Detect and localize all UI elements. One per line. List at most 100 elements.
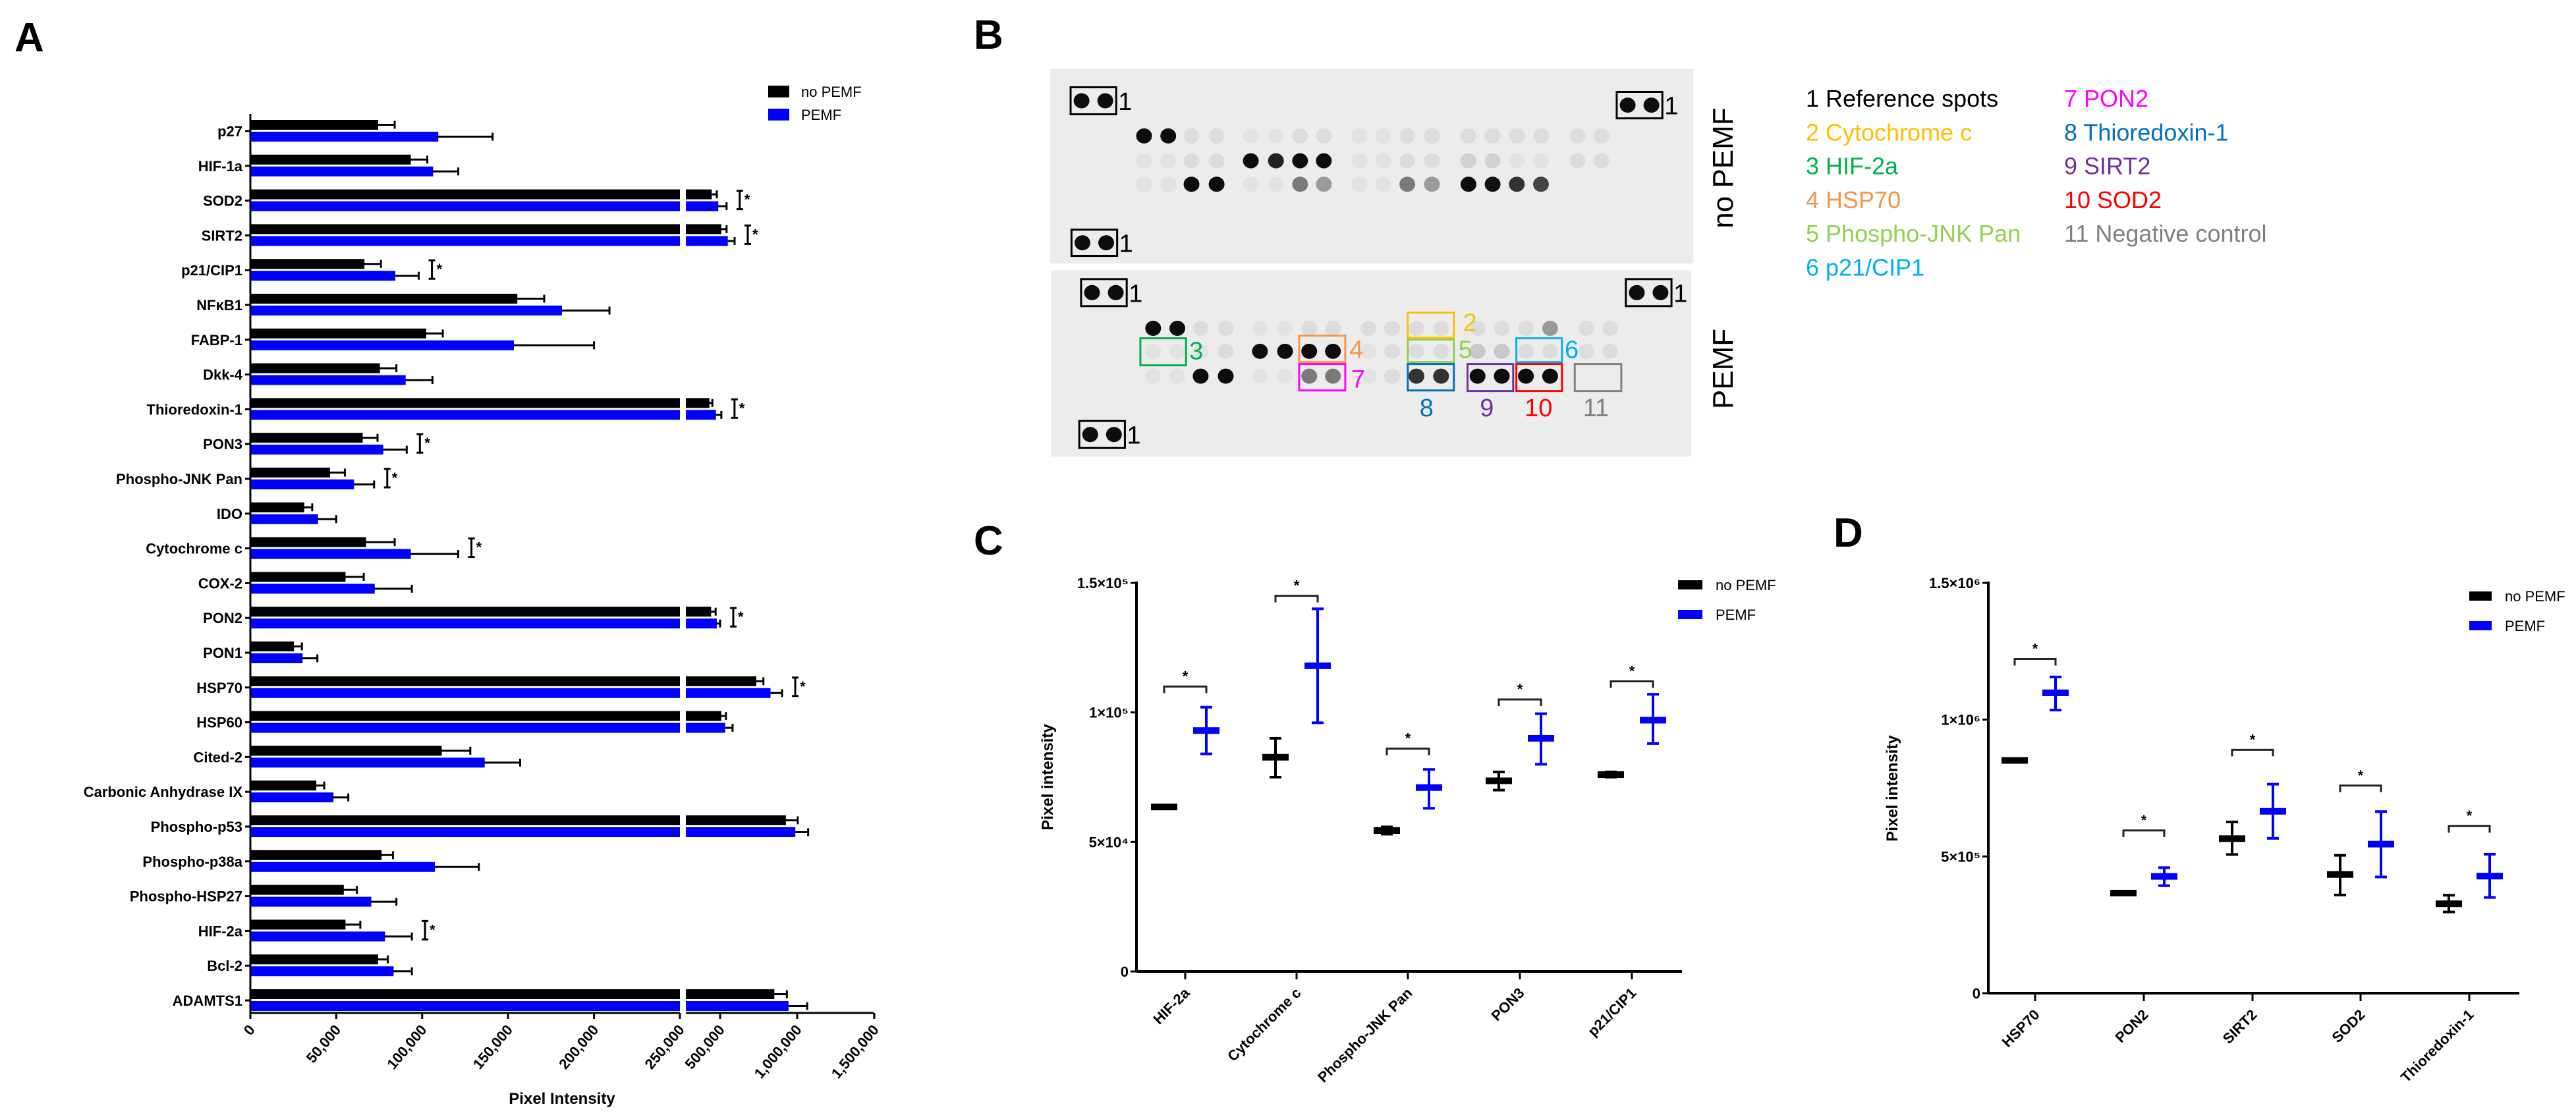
bar-no-pemf-segment-2 <box>686 711 721 721</box>
spot-box-label-8: 8 <box>1420 395 1434 422</box>
significance-bracket <box>744 224 751 245</box>
bar-no-pemf <box>251 120 378 130</box>
spot-box-10 <box>1515 363 1563 393</box>
blot-spot <box>1252 343 1268 359</box>
category-label: HSP60 <box>196 715 242 731</box>
bar-pemf-segment-2 <box>686 618 717 629</box>
bar-no-pemf-segment-1 <box>251 989 680 999</box>
blot-spot <box>1316 153 1332 169</box>
bar-pemf-segment-1 <box>251 410 680 420</box>
bar-pemf <box>251 271 396 281</box>
bar-pemf <box>251 514 318 524</box>
blot-spot <box>1218 320 1234 336</box>
mean-marker-pemf <box>1193 727 1219 734</box>
significance-bracket <box>383 468 391 489</box>
significance-bracket <box>2448 825 2491 833</box>
mean-marker-pemf <box>1528 735 1554 742</box>
significance-bracket <box>1274 595 1319 603</box>
bar-no-pemf-segment-2 <box>686 189 712 200</box>
blot-spot <box>1136 153 1152 169</box>
blot-spot <box>1569 153 1586 169</box>
bar-no-pemf <box>251 572 346 582</box>
blot-spot <box>1218 343 1234 359</box>
spot-box-4 <box>1298 335 1347 364</box>
category-label: HIF-2a <box>198 923 243 939</box>
mean-marker-pemf <box>2151 873 2177 880</box>
blot-legend-item: 10 SOD2 <box>2064 186 2162 213</box>
blot-spot <box>1292 177 1308 192</box>
blot-spot <box>1509 153 1525 169</box>
bar-pemf <box>251 792 334 803</box>
bar-pemf-segment-1 <box>251 618 680 629</box>
blot-legend-item: 4 HSP70 <box>1806 186 1901 213</box>
significance-bracket <box>730 607 737 628</box>
bar-pemf-segment-2 <box>686 827 796 837</box>
bar-pemf-segment-1 <box>251 688 680 698</box>
bar-pemf-segment-1 <box>251 1001 680 1011</box>
category-label: Cited-2 <box>193 749 242 765</box>
bar-pemf <box>251 549 411 559</box>
reference-spot <box>1652 285 1669 300</box>
panel-label-d: D <box>1834 510 1863 556</box>
panel-label-c: C <box>974 518 1003 564</box>
y-tick-label: 1×10⁵ <box>1089 705 1129 721</box>
significance-star: * <box>744 192 750 208</box>
legend-swatch-no-pemf <box>1678 580 1702 589</box>
blot-spot <box>1301 320 1318 336</box>
blot-spot <box>1360 343 1377 359</box>
mean-marker-pemf <box>2477 873 2503 880</box>
blot-spot <box>1460 177 1476 192</box>
side-label-pemf: PEMF <box>1707 329 1739 409</box>
bar-no-pemf-segment-2 <box>686 607 712 617</box>
blot-spot <box>1268 177 1284 192</box>
category-label: PON1 <box>203 645 242 661</box>
bar-no-pemf <box>251 641 294 651</box>
blot-spot <box>1351 128 1368 144</box>
bar-pemf-segment-1 <box>251 201 680 211</box>
bar-no-pemf-segment-1 <box>251 711 680 721</box>
category-label: Thioredoxin-1 <box>147 401 242 418</box>
reference-spot <box>1097 93 1113 109</box>
significance-star: * <box>2358 767 2364 784</box>
blot-spot <box>1316 177 1332 192</box>
spot-box-11 <box>1573 363 1623 393</box>
blot-spot <box>1533 177 1550 192</box>
blot-legend-item: 11 Negative control <box>2064 220 2267 247</box>
blot-spot <box>1169 368 1186 384</box>
blot-spot <box>1169 343 1186 359</box>
blot-spot <box>1252 320 1268 336</box>
blot-spot <box>1183 153 1200 169</box>
bar-pemf-segment-1 <box>251 236 680 246</box>
category-label: HSP70 <box>196 680 242 696</box>
bar-pemf <box>251 132 439 142</box>
significance-bracket <box>2122 829 2166 837</box>
blot-spot <box>1268 153 1284 169</box>
blot-spot <box>1316 128 1332 144</box>
category-label: HIF-1a <box>198 158 243 175</box>
bar-no-pemf-segment-1 <box>251 607 680 617</box>
spot-box-label-10: 10 <box>1525 395 1552 422</box>
significance-star: * <box>1183 668 1189 684</box>
blot-legend-item: 2 Cytochrome c <box>1806 119 1972 146</box>
blot-spot <box>1408 343 1424 359</box>
blot-spot <box>1169 320 1186 336</box>
y-tick-label: 1.5×10⁶ <box>1929 575 1980 591</box>
blot-spot <box>1136 177 1152 192</box>
y-tick-label: 5×10⁵ <box>1941 848 1980 865</box>
blot-spot <box>1424 177 1440 192</box>
blot-spot <box>1469 320 1486 336</box>
blot-spot <box>1484 177 1501 192</box>
reference-label: 1 <box>1119 231 1133 258</box>
blot-spot <box>1384 320 1401 336</box>
significance-bracket <box>428 259 435 280</box>
panel-a-bar-chart: 0 50,000 100,000 150,000 200,000 250,000500,0… <box>84 84 882 1108</box>
significance-bracket <box>731 398 738 419</box>
blot-spot <box>1301 343 1318 359</box>
mean-marker-no-pemf <box>1486 777 1512 784</box>
significance-bracket <box>422 919 429 941</box>
blot-spot <box>1351 153 1368 169</box>
blot-spot <box>1399 153 1416 169</box>
significance-bracket <box>2013 657 2057 666</box>
blot-spot <box>1375 153 1391 169</box>
